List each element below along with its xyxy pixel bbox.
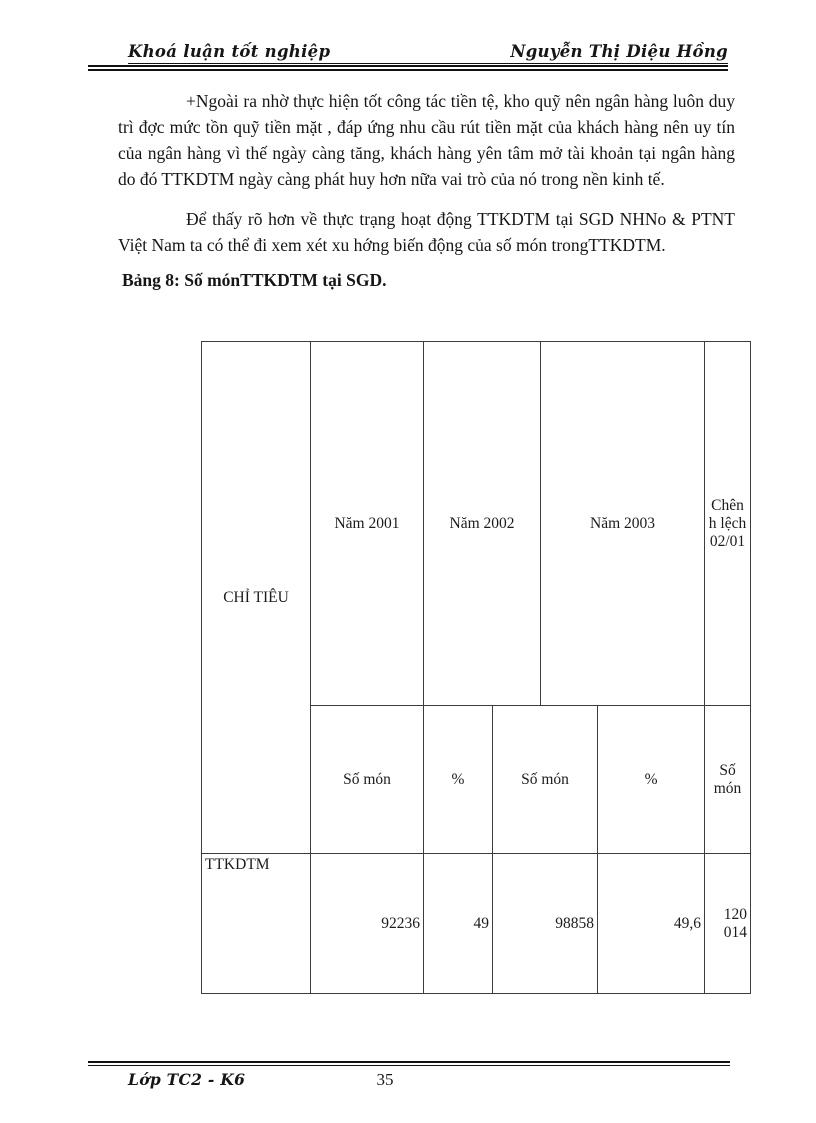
value-pct-2002: 49,6 <box>597 853 706 994</box>
value-so-mon-2002: 98858 <box>491 853 599 994</box>
header-cell-chi-tieu: CHỈ TIÊU <box>201 341 311 854</box>
header-cell-year-2002: Năm 2002 <box>422 341 542 706</box>
value-so-mon-diff: 120 014 <box>704 853 752 994</box>
header-cell-year-2001: Năm 2001 <box>310 341 424 706</box>
data-table: CHỈ TIÊU Năm 2001 Năm 2002 Năm 2003 Chên… <box>201 341 752 994</box>
subheader-cell-pct-2002: % <box>597 705 706 854</box>
body-paragraph-1: +Ngoài ra nhờ thực hiện tốt công tác tiề… <box>118 91 735 189</box>
subheader-cell-so-mon-2001: Số món <box>310 705 424 854</box>
header-cell-year-2003: Năm 2003 <box>540 341 706 706</box>
header-right-author: Nguyễn Thị Diệu Hồng <box>510 42 728 61</box>
table-row-ttkdtm: TTKDTM 92236 49 98858 49,6 120 014 <box>201 853 752 994</box>
header-left-title: Khoá luận tốt nghiệp <box>128 42 331 61</box>
value-pct-2001: 49 <box>423 853 493 994</box>
subheader-cell-so-mon-2002: Số món <box>491 705 599 854</box>
table-caption: Bảng 8: Số mónTTKDTM tại SGD. <box>122 270 387 290</box>
page-number: 35 <box>376 1070 394 1089</box>
header-rule <box>88 65 728 71</box>
value-so-mon-2001: 92236 <box>310 853 424 994</box>
table-row-years: CHỈ TIÊU Năm 2001 Năm 2002 Năm 2003 Chên… <box>201 341 752 854</box>
table-row-subheaders: Số món % Số món % Số món <box>202 705 752 854</box>
subheader-cell-pct-2001: % <box>423 705 493 854</box>
header-cell-chenh-lech: Chênh lệch 02/01 <box>704 341 752 706</box>
body-paragraph-2: Để thấy rõ hơn về thực trạng hoạt động T… <box>118 209 735 255</box>
page-header: Khoá luận tốt nghiệp Nguyễn Thị Diệu Hồn… <box>128 42 728 64</box>
row-label-ttkdtm: TTKDTM <box>201 853 311 994</box>
footer-rule <box>88 1061 730 1066</box>
footer-class-label: Lớp TC2 - K6 <box>128 1070 246 1089</box>
subheader-cell-so-mon-diff: Số món <box>704 705 752 854</box>
